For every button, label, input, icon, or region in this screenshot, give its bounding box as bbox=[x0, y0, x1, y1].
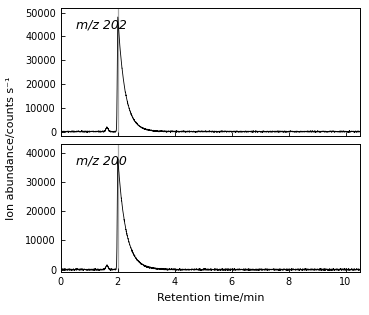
Text: m/z 200: m/z 200 bbox=[76, 154, 127, 167]
X-axis label: Retention time/min: Retention time/min bbox=[156, 293, 264, 303]
Text: m/z 202: m/z 202 bbox=[76, 18, 127, 31]
Text: Ion abundance/counts s⁻¹: Ion abundance/counts s⁻¹ bbox=[6, 76, 15, 220]
